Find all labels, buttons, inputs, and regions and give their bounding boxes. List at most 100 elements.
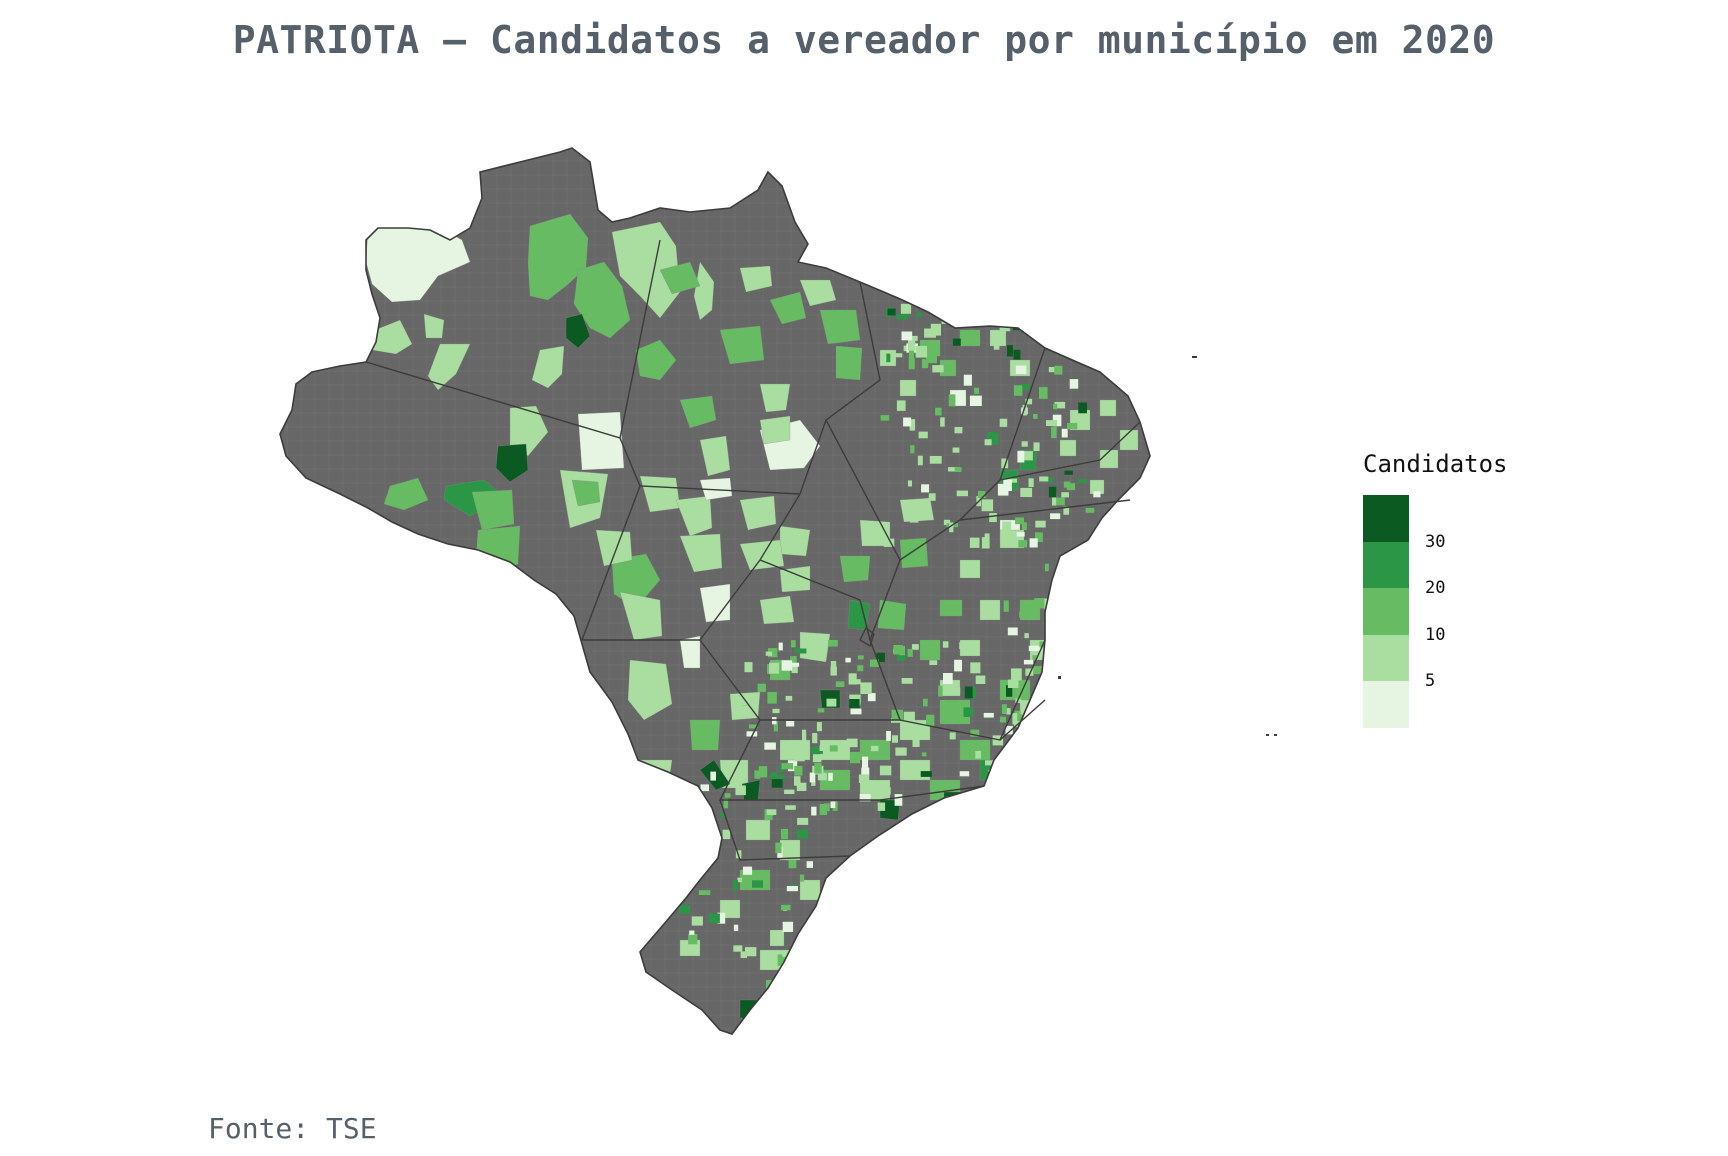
municipality-area xyxy=(471,489,515,531)
municipality-area xyxy=(892,735,898,743)
municipality-area xyxy=(828,640,838,647)
municipality-area xyxy=(920,771,932,777)
municipality-area xyxy=(1039,387,1048,399)
municipality-area xyxy=(899,379,917,397)
municipality-area xyxy=(791,665,798,674)
municipality-area xyxy=(984,439,992,446)
municipality-area xyxy=(882,787,891,795)
municipality-area xyxy=(911,644,919,650)
municipality-area xyxy=(893,645,903,655)
municipality-area xyxy=(903,711,915,721)
municipality-area xyxy=(423,313,445,339)
municipality-area xyxy=(700,784,709,792)
municipality-area xyxy=(1006,708,1011,715)
municipality-area xyxy=(948,467,960,472)
municipality-area xyxy=(901,678,913,684)
municipality-area xyxy=(769,291,807,325)
municipality-area xyxy=(876,652,885,662)
municipality-area xyxy=(1061,428,1068,438)
municipality-area xyxy=(861,767,870,776)
municipality-area xyxy=(722,829,731,840)
municipality-area xyxy=(897,653,906,661)
municipality-area xyxy=(846,738,858,748)
municipality-area xyxy=(857,655,864,660)
municipality-area xyxy=(752,880,763,888)
municipality-area xyxy=(739,265,773,293)
municipality-area xyxy=(880,415,890,421)
municipality-area xyxy=(781,763,794,770)
municipality-area xyxy=(757,683,766,692)
municipality-area xyxy=(786,886,798,892)
municipality-area xyxy=(819,769,851,791)
legend-title: Candidatos xyxy=(1363,450,1508,478)
municipality-area xyxy=(1047,752,1057,758)
municipality-area xyxy=(1033,442,1040,451)
municipality-area xyxy=(767,691,777,704)
municipality-area xyxy=(1028,478,1034,487)
municipality-area xyxy=(790,656,797,665)
municipality-area xyxy=(894,353,903,358)
municipality-area xyxy=(1034,691,1044,702)
municipality-area xyxy=(777,954,783,966)
municipality-area xyxy=(811,781,816,786)
municipality-area xyxy=(811,806,817,816)
municipality-area xyxy=(845,657,851,663)
municipality-area xyxy=(901,331,913,341)
municipality-area xyxy=(860,682,872,694)
municipality-area xyxy=(1132,668,1137,674)
municipality-area xyxy=(908,350,915,360)
municipality-area xyxy=(659,261,701,295)
municipality-area xyxy=(959,803,967,811)
municipality-area xyxy=(1117,548,1126,559)
state-borders xyxy=(365,239,1141,861)
municipality-area xyxy=(791,640,796,648)
municipality-area xyxy=(963,707,974,717)
municipality-area xyxy=(908,358,915,370)
municipality-area xyxy=(739,539,785,571)
municipality-area xyxy=(907,339,916,351)
municipality-area xyxy=(765,979,787,997)
municipality-area xyxy=(993,344,1000,350)
municipality-area xyxy=(812,754,822,763)
municipality-area xyxy=(771,779,783,788)
municipality-area xyxy=(1138,692,1146,701)
municipality-area xyxy=(691,916,703,926)
municipality-area xyxy=(848,673,857,685)
municipality-area xyxy=(989,329,1007,347)
municipality-area xyxy=(1046,343,1057,349)
municipality-area xyxy=(817,772,827,781)
municipality-area xyxy=(1072,325,1084,337)
municipality-area xyxy=(817,708,825,713)
municipality-area xyxy=(1022,451,1033,461)
municipality-area xyxy=(1005,725,1013,735)
municipality-area xyxy=(999,325,1011,332)
municipality-area xyxy=(909,510,919,523)
municipality-area xyxy=(1043,326,1048,336)
municipality-area xyxy=(985,760,994,766)
municipality-area xyxy=(1035,520,1046,528)
municipality-area xyxy=(1028,645,1041,652)
municipality-area xyxy=(796,782,807,791)
municipality-area xyxy=(427,343,471,391)
municipality-area xyxy=(867,693,876,702)
municipality-area xyxy=(1054,365,1063,375)
municipality-area xyxy=(887,308,896,316)
municipality-area xyxy=(1022,404,1027,416)
island-martim-vaz xyxy=(1274,734,1277,736)
municipality-area xyxy=(1102,694,1107,701)
municipality-area xyxy=(799,874,805,882)
municipality-area xyxy=(758,766,768,778)
municipality-area xyxy=(1084,544,1094,555)
municipality-area xyxy=(999,716,1006,723)
municipality-area xyxy=(989,513,997,523)
municipality-area xyxy=(799,631,831,663)
municipality-area xyxy=(689,719,721,751)
municipality-area xyxy=(1040,797,1051,807)
municipality-area xyxy=(1108,640,1116,650)
municipality-area xyxy=(1007,627,1018,636)
municipality-area xyxy=(699,477,733,501)
municipality-area xyxy=(772,708,780,714)
municipality-area xyxy=(929,456,942,464)
